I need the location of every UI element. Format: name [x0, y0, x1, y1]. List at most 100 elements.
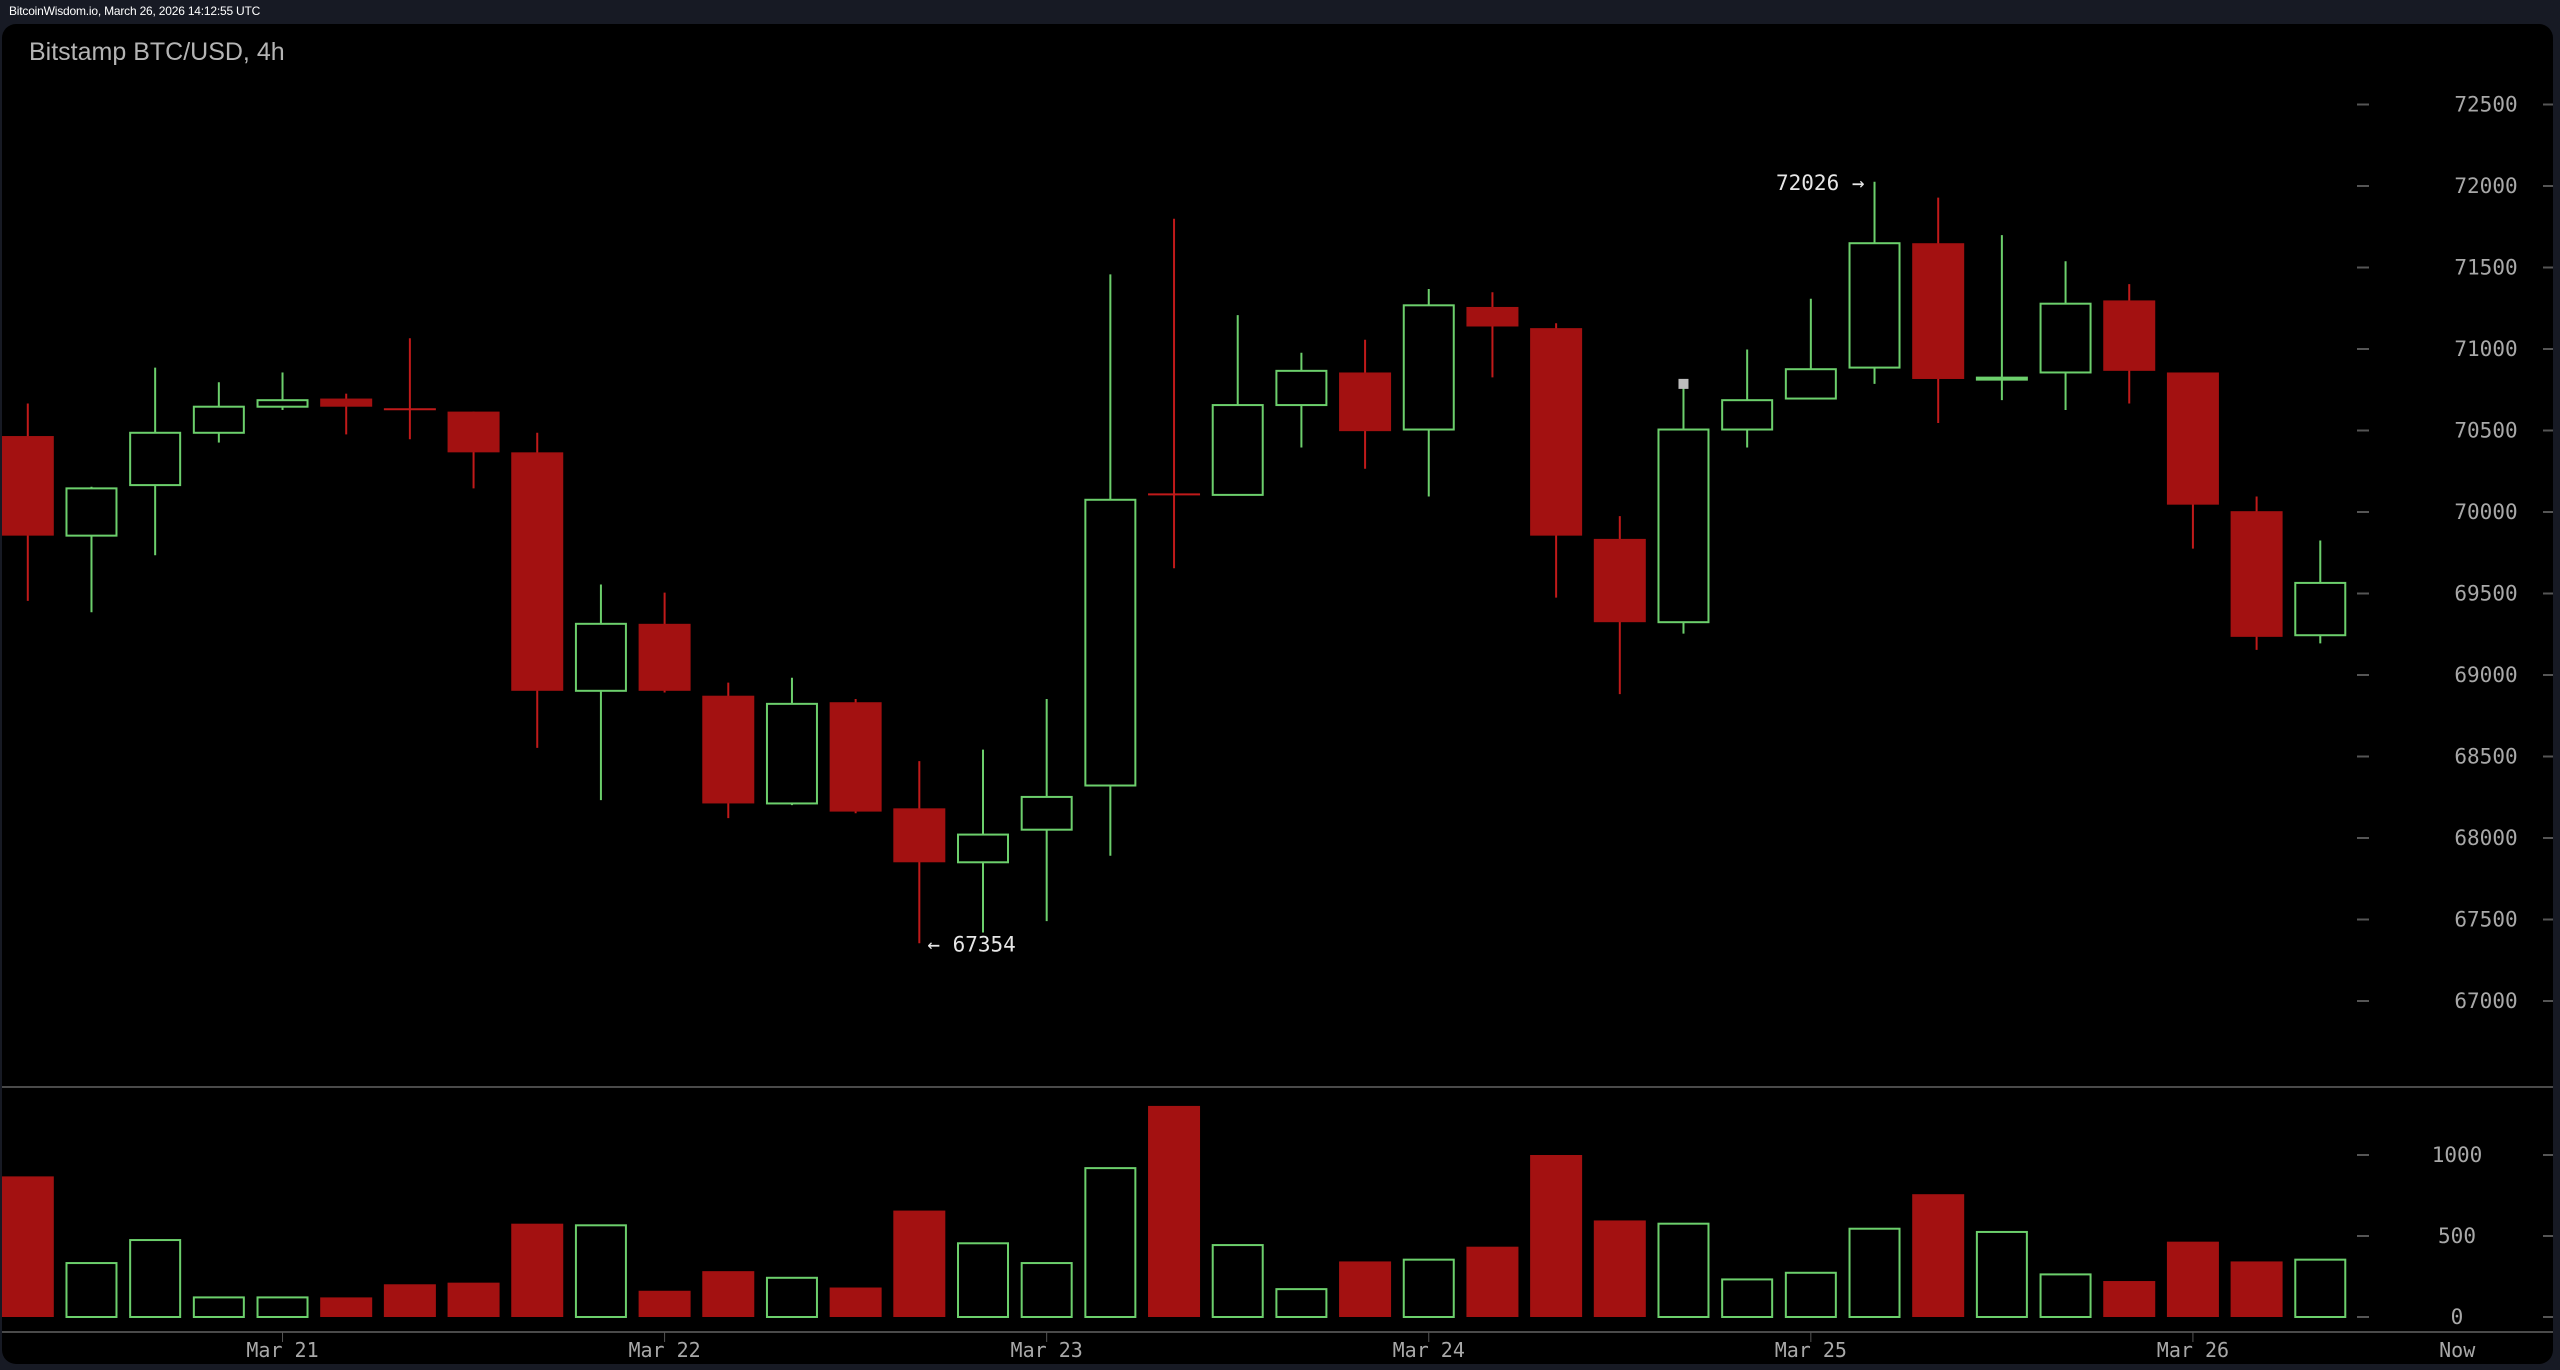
volume-bars [2, 1105, 2347, 1319]
volume-tick-label: 500 [2438, 1224, 2476, 1248]
volume-tick-label: 0 [2451, 1305, 2464, 1329]
volume-tick-label: 1000 [2432, 1143, 2483, 1167]
chart-title: Bitstamp BTC/USD, 4h [29, 38, 285, 66]
candle-up [1402, 289, 1455, 497]
price-tick-label: 67000 [2454, 989, 2517, 1013]
annotations: 72026 → ← 67354 [927, 171, 1864, 957]
candle-down [638, 592, 691, 693]
high-price-annotation: 72026 → [1776, 171, 1865, 195]
candle-up [1784, 298, 1837, 400]
candle-up [2294, 540, 2347, 644]
candle-up [1020, 698, 1073, 922]
volume-bar-up [1848, 1227, 1901, 1318]
candle-body [2230, 511, 2283, 637]
volume-bar-down [1466, 1246, 1519, 1317]
price-tick-label: 68000 [2454, 826, 2517, 850]
volume-bar-down [511, 1223, 564, 1317]
price-axis: 72500 72000 71500 71000 70500 70000 69500 69000… [2357, 93, 2553, 1013]
price-tick-label: 71500 [2454, 256, 2517, 280]
candle-body [2039, 302, 2092, 374]
crosshair-marker [1678, 378, 1689, 389]
volume-bar-down [1339, 1261, 1392, 1317]
volume-bar-down [829, 1287, 882, 1317]
candle-body [256, 399, 309, 408]
candle-body [2103, 300, 2156, 371]
price-tick-label: 70500 [2454, 419, 2517, 443]
candle-body [829, 702, 882, 812]
candle-body [765, 702, 818, 805]
candlestick-chart[interactable]: 72500 72000 71500 71000 70500 70000 69500 69000… [2, 24, 2553, 1364]
candle-up [1721, 349, 1774, 448]
price-tick-label: 69500 [2454, 582, 2517, 606]
candle-body [1721, 399, 1774, 431]
candle-body [2, 436, 54, 536]
volume-bar-down [2103, 1281, 2156, 1317]
volume-bar-up [256, 1296, 309, 1318]
time-axis: Mar 21 Mar 22 Mar 23 Mar 24 Mar 25 Mar 26 Now [246, 1332, 2476, 1362]
volume-bar-up [957, 1242, 1009, 1319]
candle-down [383, 338, 436, 440]
candle-down [1593, 516, 1646, 695]
candle-down [320, 393, 373, 435]
candle-body [192, 405, 245, 434]
volume-bar-down [383, 1284, 436, 1317]
candle-body [447, 411, 500, 453]
volume-bar-down [893, 1210, 946, 1317]
price-tick-label: 71000 [2454, 337, 2517, 361]
candle-down [1339, 339, 1392, 469]
volume-bar-up [65, 1262, 118, 1318]
candle-body [1657, 428, 1710, 624]
candle-body [129, 431, 182, 487]
candle-body [957, 833, 1009, 864]
candle-up [1211, 315, 1264, 496]
candle-down [829, 698, 882, 814]
volume-bar-up [574, 1224, 627, 1318]
price-tick-label: 68500 [2454, 745, 2517, 769]
volume-bar-up [1784, 1271, 1837, 1319]
candle-down [2, 403, 54, 601]
low-price-annotation: ← 67354 [927, 932, 1016, 956]
volume-bar-up [192, 1296, 245, 1318]
volume-bar-up [1657, 1222, 1710, 1318]
candle-up [1275, 352, 1328, 448]
candle-up [765, 677, 818, 806]
candle-up [1657, 383, 1710, 634]
volume-bar-up [1084, 1167, 1137, 1318]
volume-bar-up [1721, 1278, 1774, 1319]
candle-body [1784, 368, 1837, 400]
volume-axis: 1000 500 0 [2357, 1143, 2553, 1329]
volume-bar-up [1275, 1288, 1328, 1318]
candle-up [256, 372, 309, 410]
candle-down [2166, 372, 2219, 549]
volume-bar-up [129, 1239, 182, 1319]
time-tick-label: Mar 24 [1393, 1338, 1465, 1362]
candle-up [957, 749, 1009, 933]
chart-panel[interactable]: 72500 72000 71500 71000 70500 70000 69500 69000… [2, 24, 2553, 1364]
candle-body [1020, 795, 1073, 831]
time-tick-label: Now [2439, 1338, 2476, 1362]
price-tick-label: 72500 [2454, 93, 2517, 117]
time-tick-label: Mar 25 [1775, 1338, 1847, 1362]
candle-up [1975, 235, 2028, 401]
volume-bar-down [2230, 1261, 2283, 1317]
volume-bar-down [2, 1176, 54, 1317]
candle-down [1530, 323, 1583, 598]
volume-bar-up [2294, 1258, 2347, 1318]
price-tick-label: 72000 [2454, 174, 2517, 198]
candle-body [1530, 328, 1583, 536]
candle-down [702, 682, 755, 819]
candle-down [1148, 218, 1201, 569]
volume-bar-up [765, 1276, 818, 1319]
candle-body [1466, 306, 1519, 327]
candle-down [2230, 496, 2283, 650]
candle-body [2294, 581, 2347, 637]
volume-bar-down [1593, 1220, 1646, 1317]
candle-body [1339, 372, 1392, 432]
volume-bar-down [702, 1271, 755, 1317]
volume-bar-down [1530, 1155, 1583, 1317]
candle-body [638, 623, 691, 691]
candle-down [511, 432, 564, 748]
candle-body [1912, 243, 1965, 379]
time-tick-label: Mar 22 [628, 1338, 700, 1362]
candle-up [1084, 274, 1137, 856]
